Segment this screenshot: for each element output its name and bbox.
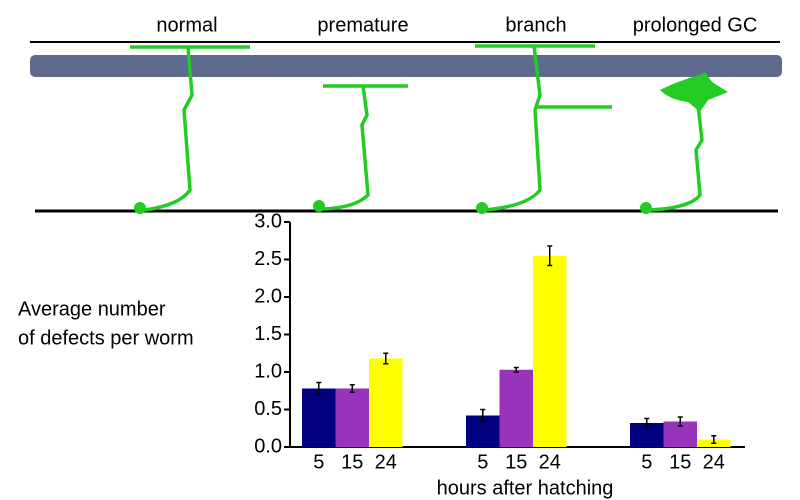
y-tick-label: 3.0: [254, 210, 282, 232]
error-bar: [349, 384, 355, 393]
neuron-normal: [130, 45, 250, 214]
y-tick-label: 0.5: [254, 398, 282, 420]
diagram-label: branch: [505, 14, 566, 36]
diagram-label: prolonged GC: [633, 14, 758, 36]
x-tick-label: 24: [703, 451, 725, 473]
neuron-branch: [475, 44, 612, 214]
y-tick-label: 0.0: [254, 435, 282, 457]
diagram-label: premature: [317, 14, 408, 36]
error-bar: [677, 416, 683, 427]
diagram-label: normal: [156, 14, 217, 36]
bar: [335, 388, 369, 447]
error-bar: [383, 352, 389, 365]
error-bar: [513, 366, 519, 373]
x-tick-label: 5: [641, 451, 652, 473]
y-tick-label: 1.5: [254, 323, 282, 345]
x-tick-label: 5: [477, 451, 488, 473]
bar: [369, 358, 403, 447]
x-tick-label: 15: [341, 451, 363, 473]
x-tick-label: 15: [669, 451, 691, 473]
error-bar: [644, 417, 650, 429]
x-tick-label: 15: [505, 451, 527, 473]
y-tick-label: 2.0: [254, 285, 282, 307]
y-tick-label: 2.5: [254, 248, 282, 270]
x-tick-label: 24: [539, 451, 561, 473]
error-bar: [711, 435, 717, 444]
nerve-cord: [30, 55, 782, 77]
diagram: normal premature branch prolonged GC: [30, 14, 782, 214]
neuron-premature: [313, 84, 408, 212]
y-axis-label: Average number: [18, 298, 166, 320]
y-tick-label: 1.0: [254, 360, 282, 382]
neuron-prolonged-gc: [640, 72, 728, 214]
error-bar: [480, 408, 486, 423]
error-bar: [547, 245, 553, 267]
x-axis-label: hours after hatching: [437, 477, 614, 499]
bar: [533, 255, 567, 447]
bar: [499, 369, 533, 447]
y-axis-label: of defects per worm: [18, 327, 194, 349]
error-bar: [316, 381, 322, 396]
x-tick-label: 24: [375, 451, 397, 473]
bar: [302, 388, 336, 447]
x-tick-label: 5: [313, 451, 324, 473]
